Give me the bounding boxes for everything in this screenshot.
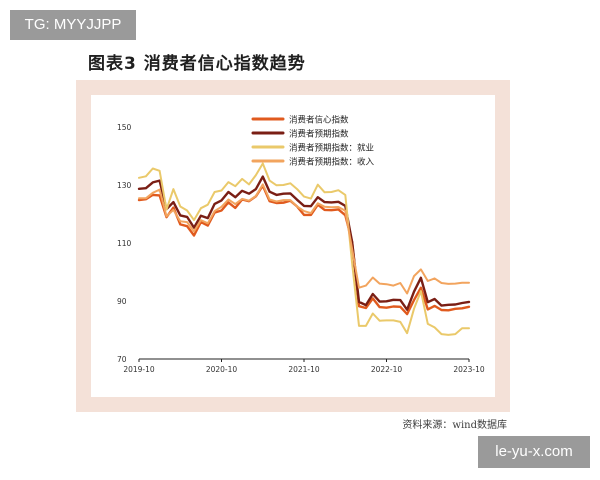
x-tick-label: 2023-10: [453, 365, 485, 374]
series-line-1: [137, 184, 471, 316]
series-line-2: [137, 175, 471, 311]
y-tick-label: 130: [117, 181, 132, 190]
y-tick-label: 90: [117, 297, 127, 306]
series-line-4: [138, 183, 470, 295]
y-tick-label: 70: [117, 355, 127, 364]
legend-label-4: 消费者预期指数：收入: [289, 157, 375, 168]
legend-label-1: 消费者信心指数: [289, 115, 349, 126]
series-line-3: [138, 162, 470, 336]
legend-label-2: 消费者预期指数: [289, 129, 349, 140]
line-chart: 70 90 110 130 150 2019-10 2020-10 2021-10 2022-1…: [117, 115, 485, 375]
x-tick-label: 2021-10: [288, 365, 320, 374]
x-tick-label: 2019-10: [123, 365, 155, 374]
watermark-bottom: le-yu-x.com: [478, 436, 590, 468]
y-tick-label: 110: [117, 239, 132, 248]
x-tick-label: 2022-10: [371, 365, 403, 374]
legend-label-3: 消费者预期指数：就业: [289, 143, 374, 154]
page-title: 图表3 消费者信心指数趋势: [88, 54, 306, 74]
watermark-top: TG: MYYJJPP: [10, 10, 136, 40]
chart-frame: 70 90 110 130 150 2019-10 2020-10 2021-10 2022-1…: [76, 80, 510, 412]
x-tick-label: 2020-10: [206, 365, 238, 374]
chart-panel: 70 90 110 130 150 2019-10 2020-10 2021-10 2022-1…: [91, 95, 495, 397]
source-note: 资料来源：wind数据库: [402, 420, 507, 431]
y-tick-label: 150: [117, 123, 132, 132]
